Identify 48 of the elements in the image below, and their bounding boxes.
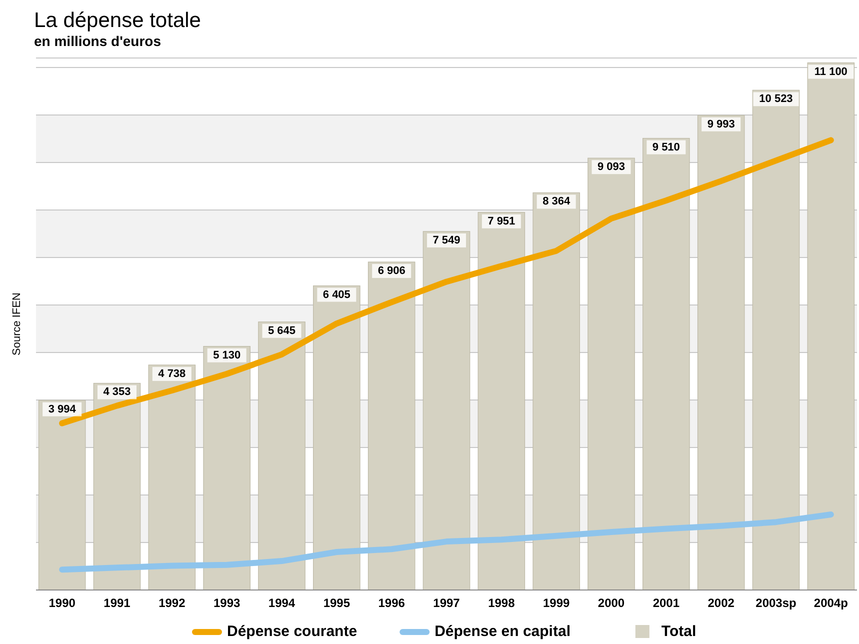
data-label: 4 738	[158, 368, 186, 380]
x-tick-label: 1994	[268, 596, 296, 610]
source-note: Source IFEN	[11, 292, 23, 356]
x-tick-label: 1993	[213, 596, 241, 610]
legend-label: Dépense courante	[227, 623, 358, 640]
data-label: 10 523	[759, 93, 793, 106]
data-label: 9 093	[597, 161, 626, 174]
x-tick-label: 2004p	[814, 596, 848, 610]
data-label: 4 353	[103, 386, 131, 398]
x-tick-label: 1990	[48, 596, 76, 610]
data-label: 9 993	[707, 118, 735, 130]
data-label: 9 510	[652, 141, 680, 154]
bar	[313, 285, 360, 590]
x-tick-label: 1996	[378, 596, 406, 610]
x-tick-label: 1997	[433, 596, 460, 610]
data-label: 8 364	[542, 196, 571, 208]
x-tick-label: 2003sp	[756, 596, 796, 610]
bar	[807, 62, 855, 590]
x-tick-label: 1998	[488, 596, 516, 610]
x-tick-label: 2002	[708, 596, 735, 610]
text: Total	[661, 623, 696, 640]
data-label: 7 951	[488, 215, 516, 228]
bar	[478, 212, 526, 590]
data-label: 5 130	[213, 349, 241, 362]
bar	[588, 158, 635, 590]
data-label: 3 994	[48, 403, 77, 416]
chart-subtitle: en millions d'euros	[34, 33, 162, 49]
bar	[697, 115, 745, 590]
bar	[38, 400, 86, 590]
x-tick-label: 2001	[652, 596, 680, 610]
x-tick-label: 1999	[542, 596, 570, 610]
legend-label: Dépense en capital	[434, 623, 570, 640]
data-label: 11 100	[814, 66, 848, 78]
bar	[258, 322, 306, 590]
chart-title: La dépense totale	[34, 9, 201, 32]
data-label: 6 906	[378, 264, 406, 277]
data-label: 6 405	[322, 288, 350, 301]
bar	[422, 231, 470, 590]
x-tick-label: 1991	[104, 596, 131, 610]
bar	[368, 262, 416, 590]
data-label: 5 645	[268, 324, 296, 337]
bar	[752, 90, 800, 590]
data-label: 7 549	[432, 234, 460, 246]
bar	[642, 138, 690, 590]
x-tick-label: 2000	[598, 596, 625, 610]
x-tick-label: 1995	[323, 596, 350, 610]
x-tick-label: 1992	[158, 596, 186, 610]
bar	[532, 192, 580, 590]
